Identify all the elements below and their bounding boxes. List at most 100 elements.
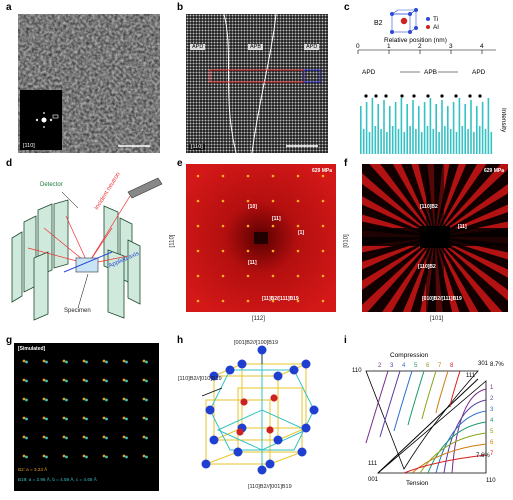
ti-atom: [233, 447, 243, 457]
b19-spot: [125, 436, 128, 440]
diffraction-spot: [271, 174, 275, 178]
b2-spot: [142, 359, 146, 363]
phase-label: B2: [374, 20, 383, 27]
panel-label-h: h: [177, 335, 184, 346]
ti-atom: [301, 359, 311, 369]
intensity-bar: [420, 132, 423, 154]
peak-marker: [364, 94, 368, 98]
specimen-label: Specimen: [64, 308, 91, 314]
b19-spot: [65, 455, 68, 459]
intensity-bar: [397, 129, 400, 154]
b19-spot: [25, 455, 28, 459]
simulated-tag: [Simulated]: [18, 346, 46, 352]
ti-atom: [265, 459, 275, 469]
stress-label: 629 MPa: [483, 168, 504, 174]
ti-atom: [297, 447, 307, 457]
b19-legend: B19: a = 2.96 Å, b = 4.59 Å, c = 4.65 Å: [18, 477, 97, 482]
tension-contour-value: 4: [490, 418, 494, 424]
compression-contour-value: 7: [438, 363, 442, 369]
beam-stop: [420, 226, 450, 248]
b2-spot: [102, 359, 106, 363]
diffraction-spot: [196, 249, 200, 253]
b19-spot: [145, 436, 148, 440]
tension-contour: [443, 399, 487, 474]
diffractometer-schematic: [11, 177, 163, 321]
al-legend-label: Al: [433, 24, 439, 31]
compression-contour-value: 8: [450, 363, 454, 369]
compression-contour: [393, 370, 413, 432]
panel-label-f: f: [344, 158, 348, 169]
diffraction-spot: [221, 224, 225, 228]
ti-atom: [209, 371, 219, 381]
b2-spot: [102, 378, 106, 382]
intensity-bar: [386, 132, 388, 154]
peak-marker: [478, 94, 482, 98]
spot-label-1: [110]B2: [420, 204, 438, 210]
compression-contour-value: 6: [426, 363, 430, 369]
left-direction-label: [110]B2//[010]B19: [178, 376, 222, 382]
ti-atom: [309, 405, 319, 415]
b-axis-arrow: [201, 387, 223, 397]
spot-label-2: [11]: [458, 224, 467, 230]
b19-spot: [105, 436, 108, 440]
intensity-bar: [478, 126, 481, 154]
intensity-profile-chart: B2 Ti Al Relative position (nm) 0 1 2 3 4 AP…: [356, 8, 507, 154]
apd-highlight-box: [303, 69, 321, 83]
compression-contour-value: 2: [378, 363, 382, 369]
diffraction-pattern-e: [186, 164, 336, 312]
b19-spot: [105, 360, 108, 364]
max-strain-tension: 7.6%: [476, 453, 490, 459]
stereographic-triangles: 2 1 3 2 4 3 5 4 6 5 7 6 8 7 Compression Tension 110 3…: [352, 352, 504, 487]
b19-spot: [65, 398, 68, 402]
ti-legend-label: Ti: [433, 16, 438, 23]
pole-001: 001: [368, 477, 379, 483]
atoms: [201, 345, 319, 475]
compression-contour-value: 4: [402, 363, 406, 369]
ti-atom: [301, 423, 311, 433]
compression-contour: [449, 370, 461, 408]
x-tick-label: 1: [387, 43, 391, 50]
x-axis-ticks: 0 1 2 3 4: [356, 43, 484, 54]
peak-marker: [426, 94, 430, 98]
b2-spot: [22, 435, 26, 439]
b19-spot: [145, 455, 148, 459]
intensity-bar: [377, 104, 379, 154]
e-y-axis-label: [110]: [169, 234, 176, 248]
b2-spot: [62, 397, 66, 401]
b19-spot: [105, 455, 108, 459]
max-strain-compression: 8.7%: [490, 362, 504, 368]
pole-111-left: 111: [368, 461, 378, 467]
ti-atom: [201, 459, 211, 469]
peak-marker: [440, 94, 444, 98]
b2-spot: [42, 454, 46, 458]
diffraction-spot: [196, 274, 200, 278]
b2-spot: [82, 397, 86, 401]
haadf-image: [186, 13, 328, 154]
intensity-bar: [487, 98, 490, 154]
panel-g-simulated: [Simulated] B2: a = 3.23 Å B19: a = 2.96…: [14, 343, 159, 491]
pole-111-right: 111: [466, 373, 476, 379]
diffraction-spot: [271, 224, 275, 228]
b2-spot: [122, 397, 126, 401]
intensity-bar: [362, 129, 365, 154]
intensity-bar: [371, 98, 374, 154]
diffraction-spot: [221, 199, 225, 203]
bottom-direction-label: [110]B2//[001]B19: [248, 484, 292, 490]
compression-contour: [379, 370, 401, 438]
b19-spot: [125, 455, 128, 459]
intensity-bar: [394, 102, 397, 154]
panel-h-lattice: [001]B2//[100]B19 [110]B2//[010]B19 [110…: [178, 340, 340, 495]
compression-contour: [365, 370, 389, 444]
b19-spot: [25, 379, 28, 383]
tension-contour-value: 2: [490, 396, 494, 402]
b2-spot: [42, 416, 46, 420]
intensity-bar: [380, 129, 382, 154]
b19-spot: [85, 455, 88, 459]
ti-legend-marker: [426, 17, 430, 21]
b2-spot: [62, 378, 66, 382]
applied-axis-arrow: [63, 251, 113, 273]
intensity-bar: [360, 106, 362, 154]
intensity-bar: [476, 106, 478, 154]
b19-spot: [125, 379, 128, 383]
diffraction-spots: [196, 174, 325, 303]
